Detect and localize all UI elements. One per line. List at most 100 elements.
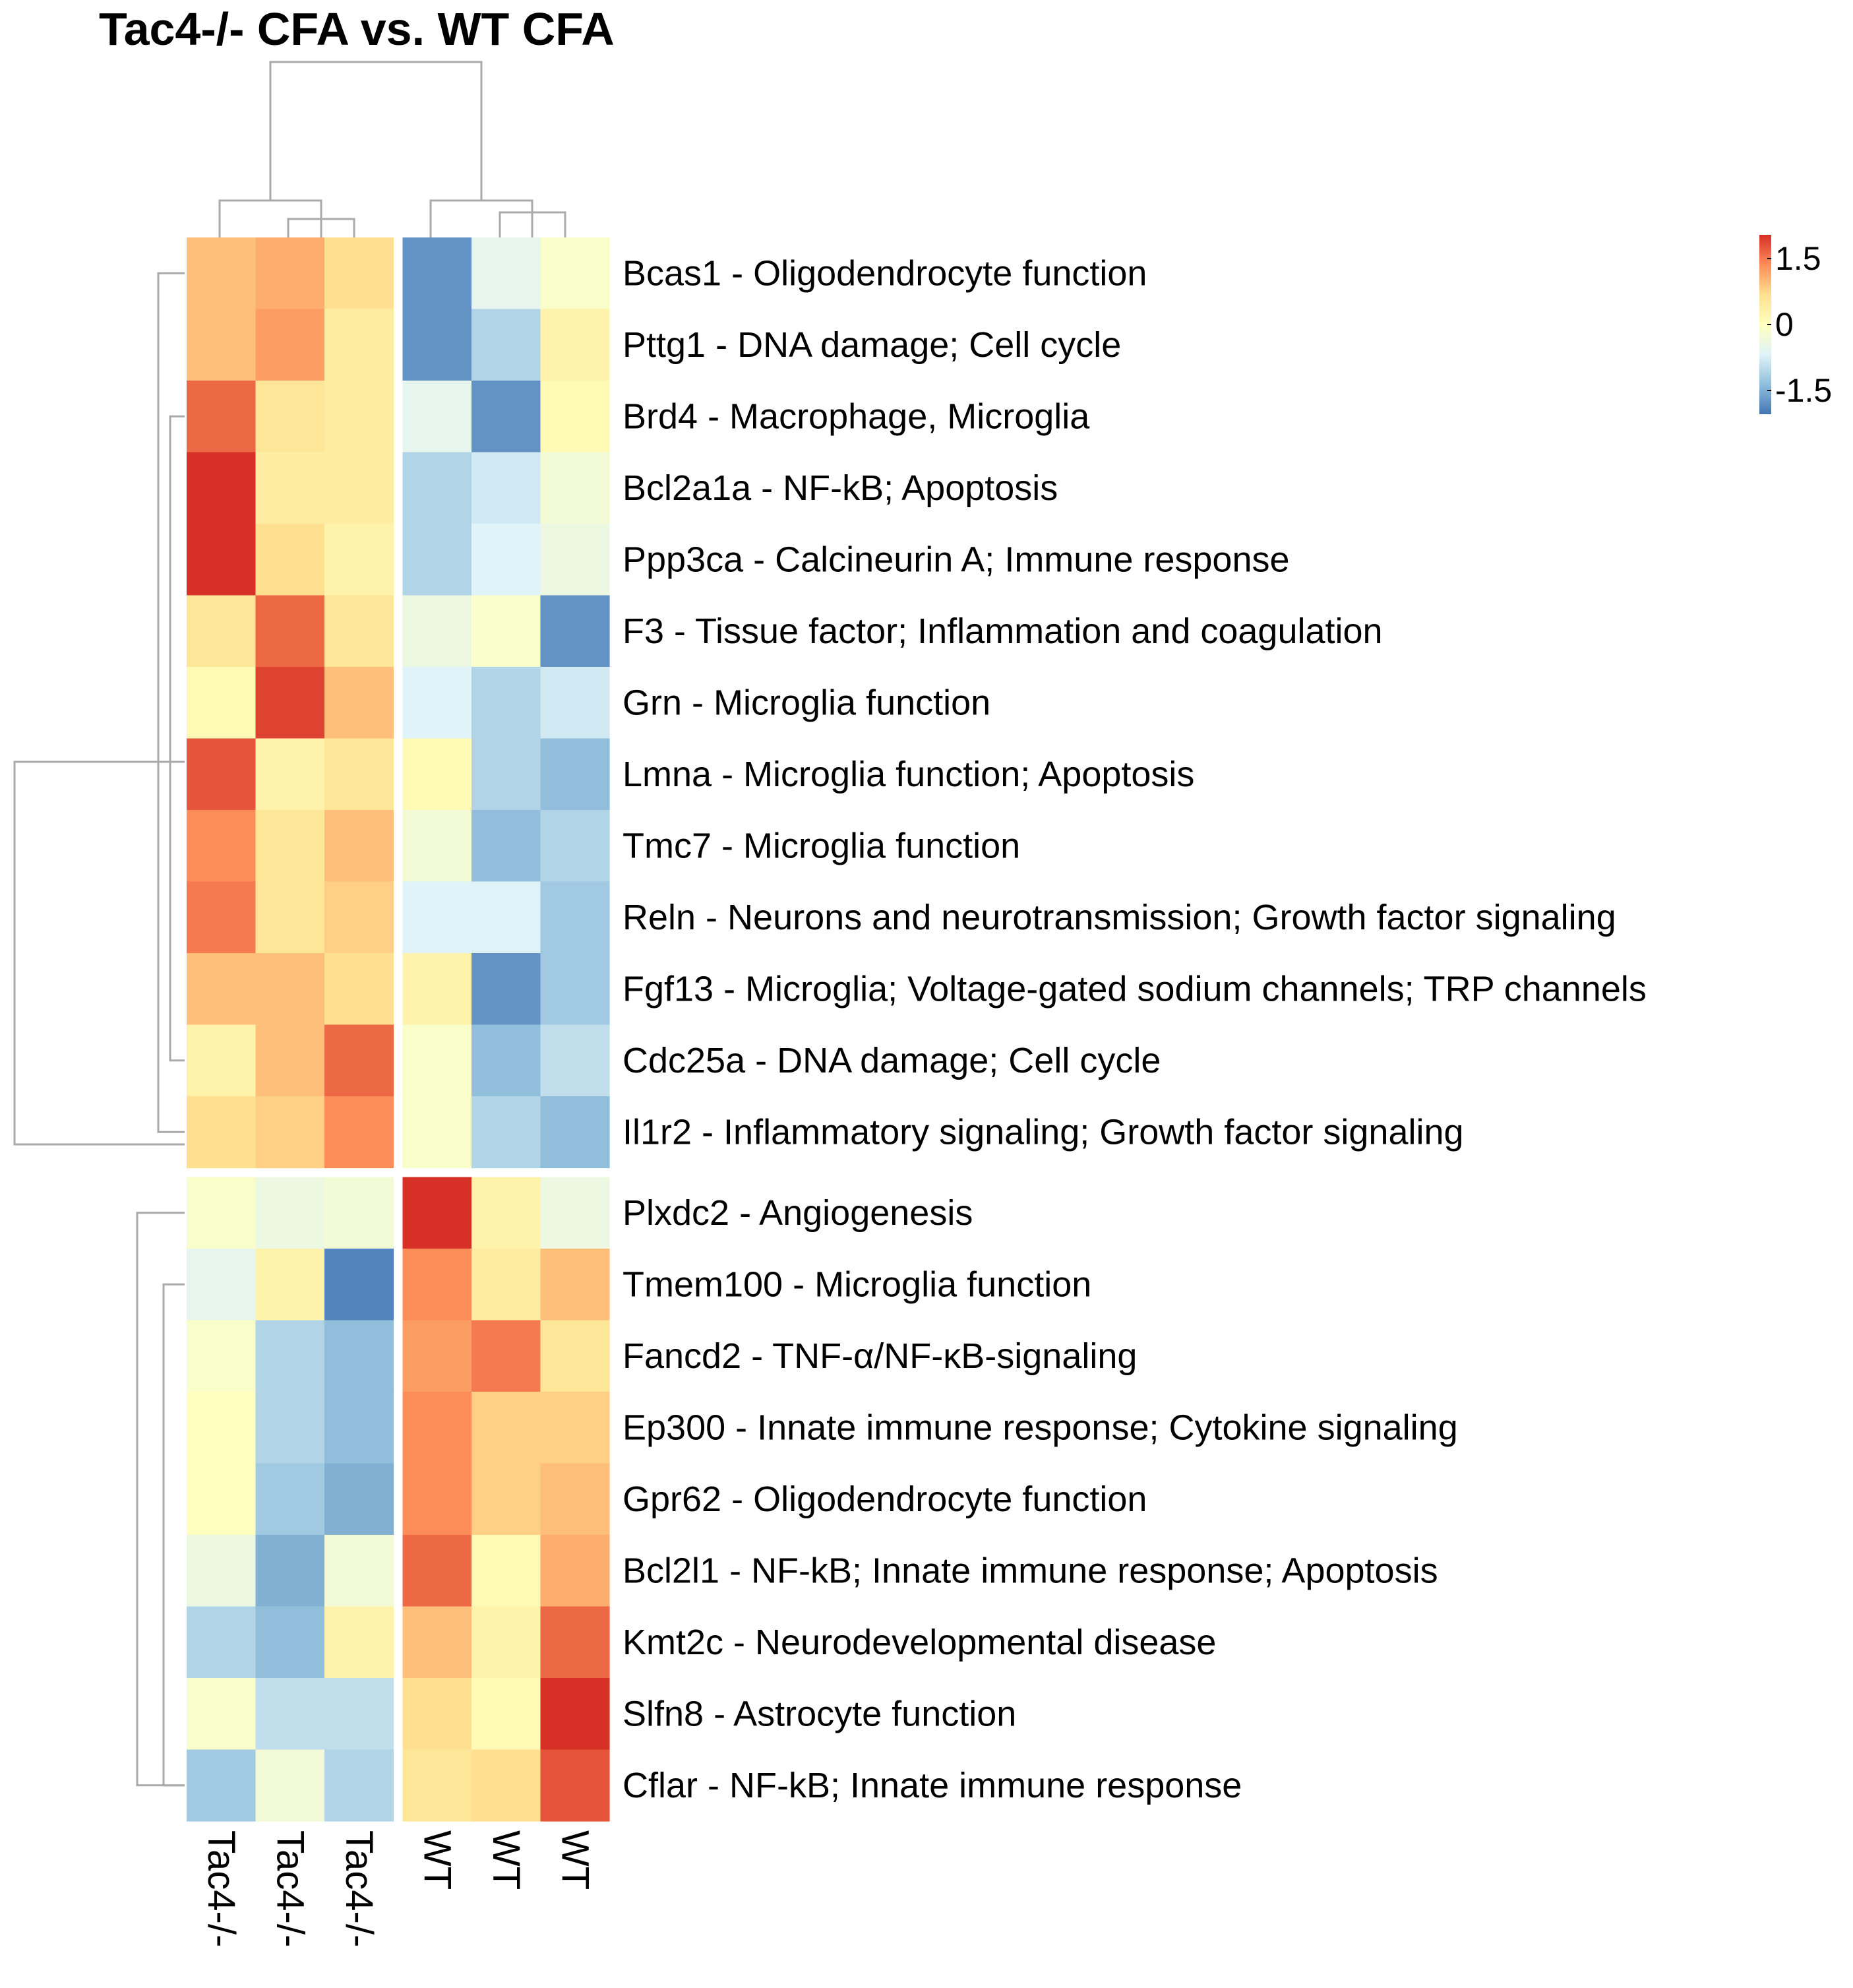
heatmap-cell-r6-c3	[402, 667, 472, 739]
row-label: Grn - Microglia function	[623, 683, 990, 722]
heatmap-cell-r9-c0	[187, 881, 257, 954]
row-label: Bcl2l1 - NF-kB; Innate immune response; …	[623, 1551, 1438, 1590]
heatmap-cell-r16-c0	[187, 1392, 257, 1464]
colorbar-tick-label: -1.5	[1775, 372, 1832, 409]
heatmap-cell-r15-c4	[471, 1320, 541, 1392]
row-label: Cdc25a - DNA damage; Cell cycle	[623, 1041, 1161, 1080]
heatmap-cell-r10-c5	[540, 953, 610, 1026]
row-dendrogram-top	[157, 272, 185, 1133]
heatmap-cell-r13-c2	[324, 1177, 394, 1249]
heatmap-cell-r0-c0	[187, 237, 257, 310]
row-label: Ppp3ca - Calcineurin A; Immune response	[623, 540, 1290, 579]
heatmap-cell-r15-c1	[255, 1320, 325, 1392]
heatmap-cell-r7-c4	[471, 738, 541, 811]
row-label: Brd4 - Macrophage, Microglia	[623, 396, 1090, 436]
heatmap-cell-r17-c5	[540, 1463, 610, 1536]
column-label: Tac4-/-	[200, 1830, 243, 1947]
column-label: WT	[485, 1830, 528, 1890]
heatmap-cell-r12-c2	[324, 1096, 394, 1169]
heatmap-cell-r13-c3	[402, 1177, 472, 1249]
column-label: Tac4-/-	[268, 1830, 311, 1947]
heatmap-cell-r2-c0	[187, 381, 257, 453]
heatmap-cell-r18-c3	[402, 1535, 472, 1607]
heatmap-cell-r19-c1	[255, 1606, 325, 1679]
heatmap-cell-r7-c2	[324, 738, 394, 811]
heatmap-cell-r5-c1	[255, 595, 325, 668]
row-label: Fgf13 - Microglia; Voltage-gated sodium …	[623, 969, 1647, 1009]
column-label: WT	[553, 1830, 596, 1890]
row-label: Reln - Neurons and neurotransmission; Gr…	[623, 898, 1616, 937]
heatmap-cell-r17-c4	[471, 1463, 541, 1536]
row-label: Lmna - Microglia function; Apoptosis	[623, 755, 1194, 794]
heatmap-cell-r2-c1	[255, 381, 325, 453]
heatmap-cell-r6-c2	[324, 667, 394, 739]
heatmap-cell-r0-c1	[255, 237, 325, 310]
heatmap-cell-r20-c2	[324, 1678, 394, 1751]
heatmap-cell-r7-c5	[540, 738, 610, 811]
heatmap-cell-r5-c2	[324, 595, 394, 668]
heatmap-cell-r18-c0	[187, 1535, 257, 1607]
heatmap-cell-r3-c0	[187, 452, 257, 524]
heatmap-cell-r4-c0	[187, 524, 257, 596]
column-labels: Tac4-/- Tac4-/- Tac4-/- WT WT WT	[200, 1830, 597, 1947]
colorbar-ticks: 1.5 0 -1.5	[1767, 240, 1832, 409]
heatmap-cell-r11-c0	[187, 1024, 257, 1097]
col-dendrogram-right	[429, 199, 533, 237]
heatmap-cell-r6-c5	[540, 667, 610, 739]
row-label: F3 - Tissue factor; Inflammation and coa…	[623, 611, 1383, 651]
row-dendrogram-top-inner	[169, 415, 185, 1062]
heatmap-cell-r12-c1	[255, 1096, 325, 1169]
heatmap-cell-r10-c3	[402, 953, 472, 1026]
heatmap-cell-r1-c3	[402, 309, 472, 381]
heatmap-cell-r16-c1	[255, 1392, 325, 1464]
heatmap-cell-r9-c4	[471, 881, 541, 954]
heatmap-cell-r21-c2	[324, 1749, 394, 1822]
row-dendrogram-bottom	[136, 1212, 185, 1787]
heatmap-cell-r13-c5	[540, 1177, 610, 1249]
heatmap-cell-r3-c2	[324, 452, 394, 524]
heatmap-cell-r8-c0	[187, 810, 257, 883]
heatmap-cell-r17-c0	[187, 1463, 257, 1536]
heatmap-cell-r7-c0	[187, 738, 257, 811]
heatmap-cell-r20-c4	[471, 1678, 541, 1751]
heatmap-cell-r16-c2	[324, 1392, 394, 1464]
col-dendrogram-root	[269, 61, 483, 201]
color-legend: 1.5 0 -1.5	[1759, 235, 1832, 414]
heatmap-cell-r1-c5	[540, 309, 610, 381]
heatmap-cell-r4-c2	[324, 524, 394, 596]
heatmap-cell-r14-c5	[540, 1249, 610, 1321]
heatmap-cell-r13-c1	[255, 1177, 325, 1249]
heatmap-cell-r9-c2	[324, 881, 394, 954]
heatmap-cell-r6-c4	[471, 667, 541, 739]
heatmap-cell-r20-c1	[255, 1678, 325, 1751]
heatmap-cell-r18-c1	[255, 1535, 325, 1607]
heatmap-cell-r9-c5	[540, 881, 610, 954]
heatmap-cell-r4-c3	[402, 524, 472, 596]
heatmap-cell-r12-c4	[471, 1096, 541, 1169]
row-dendrogram-root	[13, 761, 185, 1146]
row-dendrogram	[13, 272, 185, 1787]
heatmap-cell-r5-c5	[540, 595, 610, 668]
heatmap-cell-r20-c5	[540, 1678, 610, 1751]
heatmap-cells	[187, 237, 610, 1822]
heatmap-cell-r3-c5	[540, 452, 610, 524]
row-label: Slfn8 - Astrocyte function	[623, 1694, 1016, 1733]
heatmap-cell-r10-c4	[471, 953, 541, 1026]
row-label: Plxdc2 - Angiogenesis	[623, 1193, 973, 1233]
chart-title: Tac4-/- CFA vs. WT CFA	[99, 3, 615, 55]
heatmap-cell-r9-c1	[255, 881, 325, 954]
row-label: Gpr62 - Oligodendrocyte function	[623, 1479, 1147, 1519]
heatmap-cell-r3-c1	[255, 452, 325, 524]
heatmap-cell-r2-c3	[402, 381, 472, 453]
heatmap-cell-r0-c4	[471, 237, 541, 310]
heatmap-cell-r18-c4	[471, 1535, 541, 1607]
heatmap-cell-r11-c3	[402, 1024, 472, 1097]
row-label: Tmem100 - Microglia function	[623, 1264, 1091, 1304]
heatmap-cell-r12-c3	[402, 1096, 472, 1169]
heatmap-cell-r21-c1	[255, 1749, 325, 1822]
heatmap-cell-r15-c2	[324, 1320, 394, 1392]
heatmap-cell-r0-c2	[324, 237, 394, 310]
heatmap-cell-r18-c5	[540, 1535, 610, 1607]
heatmap-cell-r16-c3	[402, 1392, 472, 1464]
